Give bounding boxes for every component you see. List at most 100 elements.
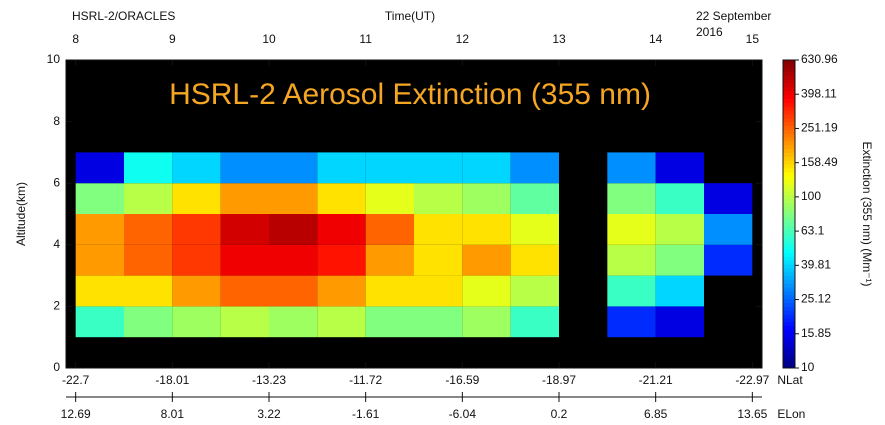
colorbar-segment — [783, 187, 795, 192]
heatmap-cell — [414, 152, 463, 184]
heatmap-cell — [607, 275, 656, 307]
y-tick-label: 2 — [53, 299, 60, 313]
heatmap-cell — [462, 183, 511, 214]
colorbar-segment — [783, 256, 795, 261]
heatmap-cell — [124, 214, 173, 245]
x-tick-label: 13 — [552, 32, 566, 46]
heatmap-cell — [124, 306, 173, 338]
colorbar-segment — [783, 156, 795, 161]
x-axis-label: Time(UT) — [385, 9, 435, 23]
heatmap-cell — [269, 244, 318, 276]
heatmap-cell — [414, 183, 463, 214]
colorbar-segment — [783, 129, 795, 134]
y-tick-label: 4 — [53, 237, 60, 251]
plot-frame — [65, 59, 763, 369]
elon-tick-label: 0.2 — [551, 407, 568, 421]
heatmap-cell — [75, 183, 124, 214]
colorbar-tick-label: 15.85 — [801, 326, 831, 340]
colorbar-segment — [783, 252, 795, 257]
chart-title: HSRL-2 Aerosol Extinction (355 nm) — [169, 78, 651, 111]
colorbar-segment — [783, 137, 795, 142]
colorbar-segment — [783, 90, 795, 96]
colorbar-segment — [783, 360, 795, 365]
colorbar-segment — [783, 271, 795, 277]
heatmap-cell — [510, 275, 559, 307]
colorbar-segment — [783, 133, 795, 138]
colorbar-tick-label: 158.49 — [801, 155, 838, 169]
nlat-tick-label: -11.72 — [349, 373, 382, 387]
x-tick-label: 8 — [72, 32, 79, 46]
colorbar-segment — [783, 102, 795, 107]
colorbar-segment — [783, 94, 795, 99]
mission-label: HSRL-2/ORACLES — [72, 9, 175, 23]
colorbar-segment — [783, 110, 795, 115]
heatmap-cell — [510, 306, 559, 338]
colorbar-segment — [783, 225, 795, 230]
colorbar-segment — [783, 298, 795, 304]
heatmap-cell — [317, 306, 366, 338]
colorbar-tick-label: 630.96 — [801, 52, 838, 66]
heatmap-cell — [269, 152, 318, 184]
heatmap-cell — [220, 306, 269, 338]
colorbar-tick-label: 398.11 — [801, 86, 837, 100]
colorbar-segment — [783, 75, 795, 80]
colorbar-segment — [783, 240, 795, 246]
colorbar-segment — [783, 152, 795, 157]
secondary-axis-label: ELon — [777, 407, 805, 421]
colorbar-segment — [783, 175, 795, 180]
colorbar-segment — [783, 121, 795, 126]
colorbar-segment — [783, 71, 795, 76]
elon-tick-label: 8.01 — [161, 407, 185, 421]
colorbar-segment — [783, 310, 795, 315]
heatmap-cell — [414, 244, 463, 276]
y-tick-label: 6 — [53, 175, 60, 189]
nlat-tick-label: -13.23 — [252, 373, 286, 387]
heatmap-cell — [414, 214, 463, 245]
heatmap-cell — [510, 214, 559, 245]
heatmap-cell — [655, 214, 704, 245]
colorbar-segment — [783, 210, 795, 215]
colorbar-segment — [783, 264, 795, 269]
colorbar-tick-label: 39.81 — [801, 258, 831, 272]
colorbar-segment — [783, 294, 795, 300]
nlat-tick-label: -18.01 — [155, 373, 189, 387]
colorbar-segment — [783, 356, 795, 361]
x-tick-label: 10 — [262, 32, 276, 46]
heatmap-cell — [704, 214, 753, 245]
colorbar-segment — [783, 163, 795, 169]
colorbar-tick-label: 10 — [801, 360, 815, 374]
elon-tick-label: 13.65 — [737, 407, 767, 421]
y-tick-label: 10 — [47, 52, 61, 66]
heatmap-cell — [365, 214, 414, 245]
heatmap-cell — [124, 152, 173, 184]
nlat-tick-label: -18.97 — [542, 373, 576, 387]
heatmap-cell — [317, 152, 366, 184]
heatmap-cell — [462, 214, 511, 245]
nlat-tick-label: -22.7 — [62, 373, 90, 387]
colorbar-segment — [783, 364, 795, 369]
colorbar-segment — [783, 79, 795, 84]
colorbar-segment — [783, 83, 795, 88]
heatmap-cell — [607, 306, 656, 338]
heatmap-cell — [655, 306, 704, 338]
heatmap-cell — [704, 244, 753, 276]
colorbar-segment — [783, 314, 795, 319]
heatmap-cell — [607, 152, 656, 184]
colorbar-segment — [783, 194, 795, 200]
colorbar-segment — [783, 291, 795, 296]
colorbar-segment — [783, 179, 795, 184]
colorbar-segment — [783, 140, 795, 146]
colorbar-segment — [783, 344, 795, 350]
colorbar-segment — [783, 86, 795, 92]
elon-tick-label: -6.04 — [449, 407, 477, 421]
colorbar-segment — [783, 217, 795, 223]
colorbar-tick-label: 251.19 — [801, 121, 838, 135]
x-tick-label: 12 — [456, 32, 470, 46]
colorbar-segment — [783, 283, 795, 288]
colorbar-segment — [783, 352, 795, 357]
colorbar-segment — [783, 333, 795, 338]
colorbar-tick-label: 63.1 — [801, 223, 825, 237]
colorbar-segment — [783, 244, 795, 250]
heatmap-cell — [75, 152, 124, 184]
colorbar-segment — [783, 248, 795, 253]
